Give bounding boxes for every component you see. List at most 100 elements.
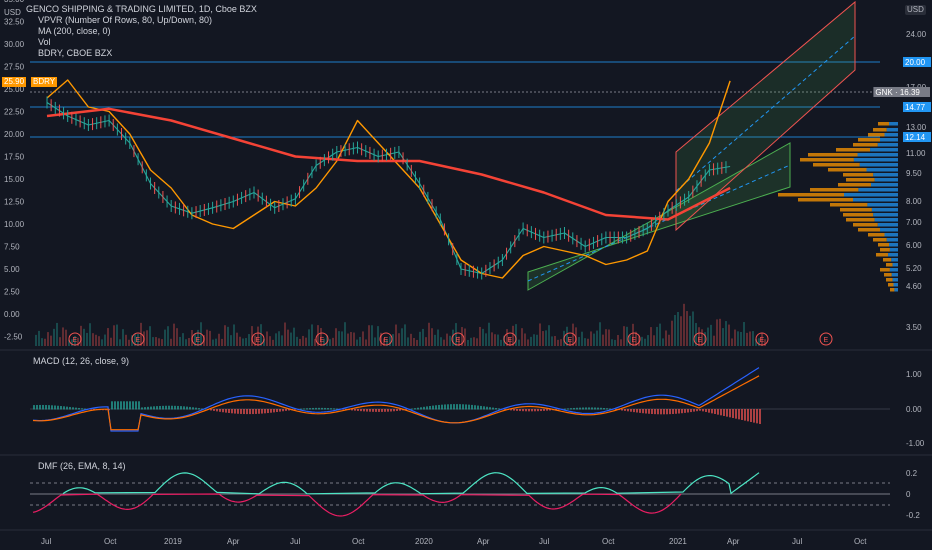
macd-histogram-bar [288,409,290,411]
volume-bar [389,336,391,346]
volume-bar [671,320,673,346]
macd-histogram-bar [534,409,536,412]
vpvr-bar-down [843,213,874,217]
macd-histogram-bar [495,408,497,410]
volume-bar [38,330,40,346]
right-price-tag-label: 12.14 [905,133,926,142]
volume-bar [449,335,451,346]
volume-bar [356,339,358,346]
volume-bar [626,326,628,346]
volume-bar [443,339,445,346]
volume-bar [170,338,172,346]
volume-bar [248,334,250,346]
volume-bar [572,323,574,346]
volume-bar [341,331,343,346]
earnings-marker-label: E [508,337,513,344]
volume-bar [161,339,163,346]
left-axis-tick: 15.00 [4,175,25,184]
volume-bar [65,329,67,346]
volume-bar [593,333,595,346]
right-currency-label: USD [905,5,926,15]
volume-bar [359,336,361,346]
macd-histogram-bar [573,407,575,410]
vpvr-bar-up [892,263,898,267]
macd-histogram-bar [375,409,377,412]
volume-bar [260,324,262,346]
volume-bar [194,333,196,346]
macd-histogram-bar [333,408,335,410]
vpvr-bar-down [886,278,893,282]
macd-histogram-bar [486,406,488,410]
macd-histogram-bar [687,409,689,413]
volume-bar [332,337,334,346]
volume-bar [119,339,121,346]
macd-histogram-bar [498,408,500,410]
macd-histogram-bar [177,405,179,410]
macd-histogram-bar [411,408,413,410]
volume-bar [527,339,529,346]
volume-bar [56,322,58,346]
macd-histogram-bar [684,409,686,413]
macd-legend: MACD (12, 26, close, 9) [33,356,130,366]
vpvr-bar-down [858,138,880,142]
macd-histogram-bar [93,409,95,410]
right-axis-tick: 9.50 [906,169,922,178]
macd-histogram-bar [321,407,323,410]
macd-histogram-bar [180,406,182,410]
volume-bar [128,339,130,346]
left-axis-tick: 0.00 [4,310,20,319]
macd-histogram-bar [171,405,173,410]
volume-bar [215,338,217,346]
volume-bar [176,328,178,346]
volume-bar [173,323,175,346]
volume-bar [473,337,475,346]
macd-histogram-bar [435,405,437,410]
earnings-marker [503,332,517,346]
macd-axis-tick: 1.00 [906,370,922,379]
volume-bar [455,323,457,346]
macd-histogram-bar [165,405,167,410]
vpvr-bar-down [853,223,878,227]
volume-bar [167,326,169,346]
volume-bar [287,329,289,346]
right-price-tag [903,132,931,142]
macd-histogram-bar [510,409,512,411]
macd-histogram-bar [114,401,116,410]
macd-histogram-bar [123,401,125,410]
volume-bar [680,316,682,346]
left-axis-tick: 7.50 [4,243,20,252]
volume-bar [431,328,433,346]
macd-histogram-bar [426,406,428,410]
dmf-line-negative [32,493,682,517]
vpvr-bar-down [843,173,874,177]
macd-histogram-bar [717,409,719,415]
volume-bar [764,339,766,346]
macd-histogram-bar [444,404,446,410]
macd-histogram-bar [492,407,494,410]
vpvr-bar-up [889,268,898,272]
dmf-axis-tick: 0.2 [906,469,918,478]
vpvr-bar-up [889,243,898,247]
x-axis-tick: Apr [477,537,490,546]
macd-histogram-bar [279,409,281,412]
right-axis-tick: 6.00 [906,241,922,250]
volume-bar [479,326,481,346]
volume-bar [377,326,379,346]
x-axis-tick: 2021 [669,537,687,546]
macd-histogram-bar [285,409,287,411]
x-axis-tick: Oct [602,537,615,546]
volume-bar [521,328,523,346]
macd-histogram-bar [228,409,230,413]
macd-histogram-bar [528,409,530,412]
macd-histogram-bar [726,409,728,417]
macd-histogram-bar [738,409,740,420]
vpvr-bar-down [884,273,892,277]
macd-histogram-bar [741,409,743,420]
volume-bar [68,339,70,346]
macd-histogram-bar [555,409,557,410]
volume-bar [716,319,718,346]
x-axis-tick: Jul [539,537,549,546]
volume-bar [245,338,247,346]
volume-bar [44,338,46,346]
